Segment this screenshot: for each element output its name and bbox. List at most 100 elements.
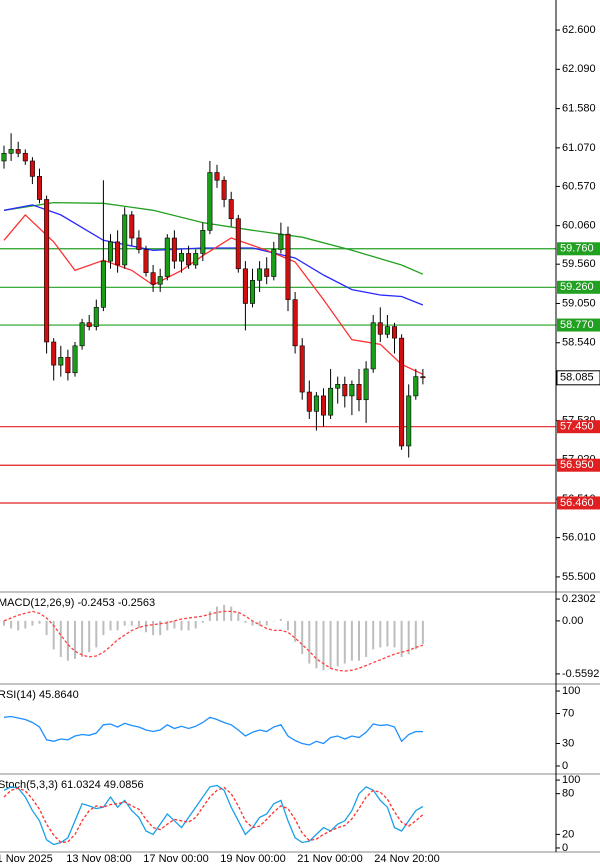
macd-bar [208,611,211,621]
macd-bar [350,620,353,661]
macd-bar [59,620,62,657]
macd-bar [10,620,13,629]
indicator-title: Stoch(5,3,3) 61.0324 49.0856 [0,779,144,791]
candle-body [363,368,369,401]
macd-bar [24,620,27,629]
macd-bar [272,620,275,622]
x-tick-label: 21 Nov 00:00 [297,853,362,865]
macd-bar [66,620,69,661]
macd-bar [116,620,119,631]
candle-body [108,241,114,262]
candle-body [413,376,419,397]
candle-body [292,299,298,347]
candle-body [271,249,277,277]
macd-bar [45,620,48,636]
candle-body [29,160,35,177]
y-tick-label: 0.00 [562,615,583,627]
x-tick-label: 19 Nov 00:00 [220,853,285,865]
candle-body [200,230,206,254]
macd-bar [152,620,155,636]
candle-body [136,237,142,250]
candle-body [1,152,7,162]
candle-body [129,214,135,239]
y-tick-label: -0.5592 [562,668,599,680]
candle-body [72,345,78,374]
level-label-box [557,318,600,332]
macd-bar [358,620,360,661]
macd-bar [130,620,133,626]
y-tick-label: 62.600 [562,24,596,36]
y-tick-label: 56.010 [562,532,596,544]
macd-bar [315,620,318,669]
macd-bar [279,618,282,621]
level-label: 57.450 [560,421,594,433]
candle-body [193,253,199,266]
indicator-line [3,715,423,746]
candle-body [384,326,390,335]
macd-bar [230,606,233,621]
macd-bar [329,620,332,669]
macd-bar [3,620,5,626]
y-tick-label: 59.560 [562,258,596,270]
level-label: 56.460 [560,497,594,509]
level-label: 58.770 [560,319,594,331]
macd-bar [74,620,76,659]
indicator-line [3,204,424,306]
y-tick-label: 30 [562,737,574,749]
macd-bar [194,620,197,629]
candle-body [207,172,213,231]
candle-body [399,337,405,447]
candle-body [356,384,362,401]
y-tick-label: 0 [562,760,568,772]
y-tick-label: 0.2302 [562,593,596,605]
macd-bar [187,620,190,631]
x-tick-label: 17 Nov 00:00 [143,853,208,865]
candle-body [349,384,355,397]
macd-bar [365,620,368,657]
macd-bar [414,620,417,650]
macd-bar [400,620,403,657]
candle-body [377,322,383,335]
candle-body [235,218,241,270]
x-tick-label: 13 Nov 08:00 [66,853,131,865]
macd-bar [52,620,55,650]
macd-bar [223,604,226,621]
candle-body [328,387,334,416]
macd-bar [265,620,268,626]
candle-body [370,322,376,370]
level-label-box [557,496,600,510]
y-tick-label: 60.570 [562,180,596,192]
macd-bar [393,620,396,648]
macd-bar [173,620,176,629]
macd-bar [294,620,297,642]
candle-body [250,280,256,304]
candle-body [86,322,92,327]
candle-body [257,268,263,281]
macd-bar [123,620,126,626]
candle-body [320,395,326,416]
macd-bar [159,620,162,636]
candle-body [313,395,319,412]
macd-bar [137,620,140,629]
macd-bar [244,620,247,623]
y-tick-label: 61.070 [562,142,596,154]
y-tick-label: 62.090 [562,63,596,75]
macd-bar [109,620,112,631]
macd-bar [31,620,34,626]
y-tick-label: 60.060 [562,220,596,232]
macd-bar [95,620,98,648]
indicator-line [3,201,424,275]
y-tick-label: 20 [562,828,574,840]
y-tick-label: 70 [562,707,574,719]
macd-bar [386,620,389,647]
y-tick-label: 58.540 [562,337,596,349]
macd-bar [322,620,325,671]
candle-body [36,176,42,200]
macd-bar [379,620,382,648]
candle-body [15,149,21,154]
macd-bar [166,620,169,631]
macd-bar [336,620,339,667]
level-label-box [557,280,600,294]
macd-bar [372,620,375,650]
